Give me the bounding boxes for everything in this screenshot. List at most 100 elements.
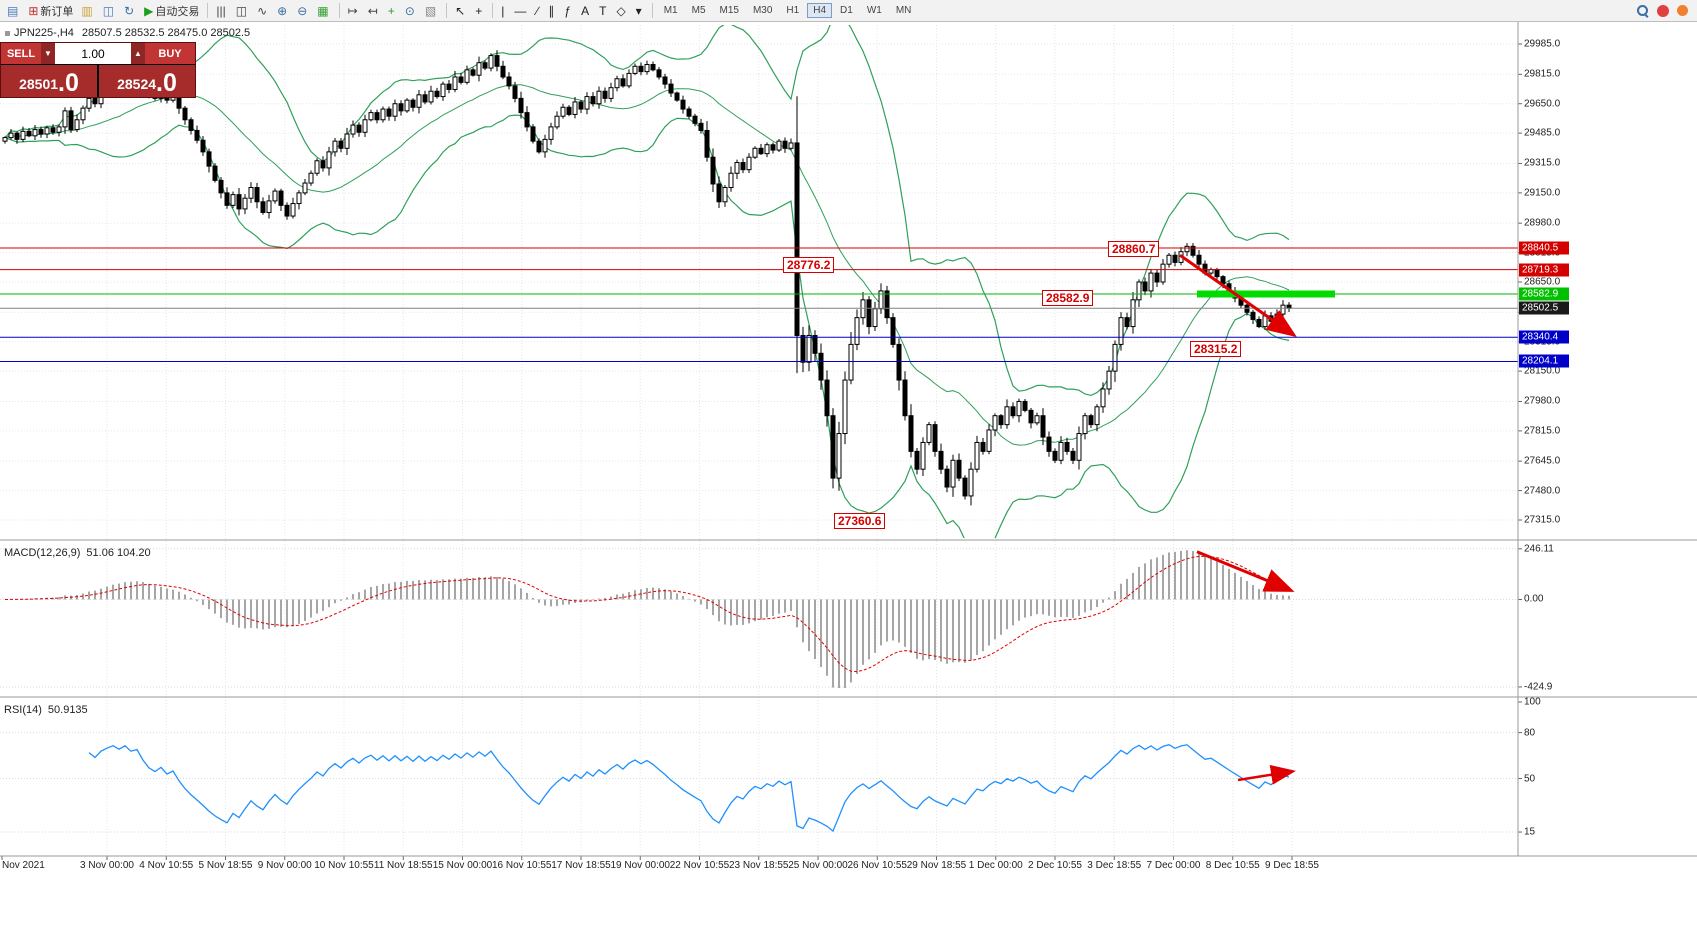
timeframe-m30-button[interactable]: M30 [752,5,773,16]
trend-arrow[interactable] [1179,254,1297,338]
timeframe-m5-button[interactable]: M5 [691,5,706,16]
toolbar-separator [338,3,340,18]
price-axis-label: 27480.0 [1524,485,1561,497]
indicators-icon[interactable]: + [385,2,400,20]
price-tag: 28502.5 [1519,301,1569,315]
price-annotation-label[interactable]: 28860.7 [1108,241,1160,258]
price-axis-label: 27315.0 [1524,514,1561,526]
fibonacci-icon[interactable]: ƒ [561,2,576,20]
trend-arrow[interactable] [1196,550,1295,592]
notifications-icon[interactable] [1657,4,1669,17]
profiles-icon: ◫ [102,3,115,18]
timeframe-m15-button[interactable]: M15 [719,5,739,16]
buy-price-button[interactable]: 28524.0 [99,65,195,97]
arrows-dropdown-icon[interactable]: ▾ [633,2,647,20]
search-icon[interactable] [1636,4,1649,17]
refresh-icon: ↻ [124,3,135,18]
channel-icon: ∥ [548,3,555,18]
autotrade-button: ▶ [144,3,154,18]
new-chart-icon[interactable]: ▤ [4,2,23,20]
rsi-value: 50.9135 [47,704,88,716]
time-label: 9 Nov 00:00 [257,860,312,871]
label-icon: T [599,3,607,18]
buy-button[interactable]: BUY [145,43,195,64]
vertical-line-icon[interactable]: | [498,2,509,20]
volume-down-button[interactable]: ▼ [41,43,55,64]
price-annotation-label[interactable]: 27360.6 [834,512,886,529]
line-chart-icon[interactable]: ∿ [254,2,272,20]
volume-input[interactable] [55,43,131,64]
timeframe-d1-button[interactable]: D1 [840,5,853,16]
price-axis-label: 29985.0 [1524,38,1561,50]
shapes-icon[interactable]: ◇ [613,2,630,20]
price-annotation-label[interactable]: 28582.9 [1042,290,1094,307]
zoom-in-icon: ⊕ [277,3,288,18]
refresh-icon[interactable]: ↻ [121,2,139,20]
price-axis-label: 27980.0 [1524,395,1561,407]
channel-icon[interactable]: ∥ [545,2,559,20]
price-annotation-label[interactable]: 28776.2 [783,256,835,273]
sell-button[interactable]: SELL [1,43,41,64]
timeframe-mn-button[interactable]: MN [895,5,912,16]
symbol-period: JPN225-,H4 [14,27,74,39]
crosshair-icon[interactable]: + [472,2,487,20]
templates-icon[interactable]: ▧ [422,2,441,20]
zoom-out-icon[interactable]: ⊖ [294,2,312,20]
timeframe-w1-button[interactable]: W1 [866,5,882,16]
charts-profile-icon: ▥ [81,3,93,18]
trendline-icon[interactable]: ∕ [533,2,543,20]
rsi-panel [88,743,1290,833]
time-label: 2 Dec 10:55 [1028,860,1082,871]
timeframe-h4-button[interactable]: H4 [807,3,833,18]
time-label: 11 Nov 18:55 [373,860,433,871]
timeframe-m1-button[interactable]: M1 [663,5,678,16]
zoom-in-icon[interactable]: ⊕ [274,2,292,20]
tile-windows-icon: ▦ [317,3,329,18]
text-icon[interactable]: A [578,2,594,20]
bollinger-band-l [4,114,1290,538]
time-label: 19 Nov 00:00 [610,860,671,871]
price-tag: 28719.3 [1519,263,1569,277]
trend-arrow[interactable] [1237,764,1296,785]
new-order-button: ⊞ [28,3,39,18]
bar-chart-icon[interactable]: ||| [213,2,230,20]
horizontal-line-icon: — [514,3,527,18]
time-label: 16 Nov 10:55 [492,860,552,871]
macd-signal-line [4,555,1290,673]
status-dot-icon [1677,5,1688,16]
volume-up-button[interactable]: ▲ [131,43,145,64]
price-panel [2,25,1292,538]
candlestick-chart-icon[interactable]: ◫ [233,2,252,20]
gridlines [0,25,1522,860]
chart-shift-icon: ↤ [367,3,378,18]
autotrade-button[interactable]: ▶ 自动交易 [141,2,202,20]
chart-title: JPN225-,H4 28507.5 28532.5 28475.0 28502.… [5,27,250,39]
sell-price-button[interactable]: 28501.0 [1,65,97,97]
profiles-icon[interactable]: ◫ [100,2,119,20]
time-label: 7 Dec 00:00 [1146,860,1201,871]
time-label: 23 Nov 18:55 [729,860,789,871]
time-label: 17 Nov 18:55 [551,860,611,871]
macd-axis-label: -424.9 [1524,681,1553,693]
time-label: 15 Nov 00:00 [432,860,493,871]
label-icon[interactable]: T [596,2,611,20]
tile-windows-icon[interactable]: ▦ [314,2,333,20]
time-label: 1 Dec 00:00 [968,860,1023,871]
price-annotation-label[interactable]: 28315.2 [1190,341,1242,358]
auto-scroll-icon[interactable]: ↦ [345,2,363,20]
charts-profile-icon[interactable]: ▥ [78,2,97,20]
chart-shift-icon[interactable]: ↤ [365,2,383,20]
auto-scroll-icon: ↦ [347,3,358,18]
rsi-axis-label: 15 [1524,826,1536,838]
new-chart-icon: ▤ [7,3,19,18]
periods-icon[interactable]: ⊙ [402,2,420,20]
timeframe-h1-button[interactable]: H1 [786,5,800,16]
cursor-icon[interactable]: ↖ [452,2,470,20]
trendline-icon: ∕ [536,3,539,18]
new-order-button[interactable]: ⊞ 新订单 [25,2,76,20]
horizontal-line-icon[interactable]: — [511,2,531,20]
price-axis-label: 29485.0 [1524,127,1561,139]
macd-panel [4,550,1290,688]
